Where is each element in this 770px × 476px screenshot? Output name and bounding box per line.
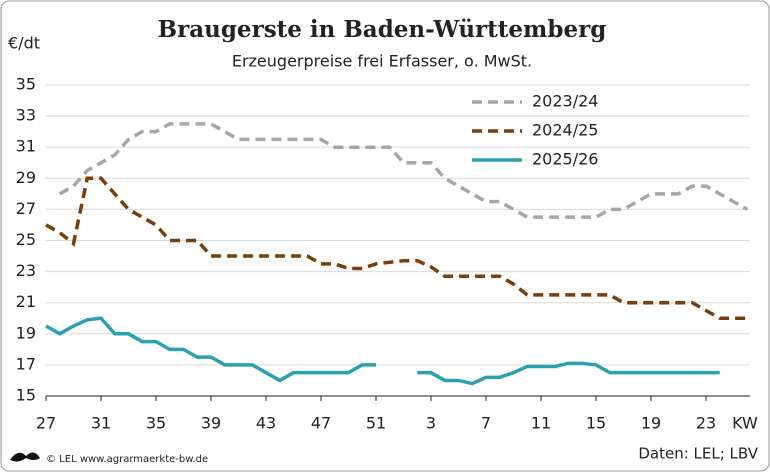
x-tick-label: 23 <box>696 414 716 433</box>
y-tick-label: 27 <box>16 199 36 218</box>
x-tick-label: 35 <box>146 414 166 433</box>
x-tick-label: 3 <box>426 414 436 433</box>
chart-subtitle: Erzeugerpreise frei Erfasser, o. MwSt. <box>232 52 532 71</box>
series-line <box>45 176 748 320</box>
series-line <box>45 316 376 383</box>
legend-label: 2023/24 <box>532 92 598 111</box>
y-tick-label: 17 <box>16 354 36 373</box>
source: Daten: LEL; LBV <box>638 445 758 463</box>
legend-label: 2024/25 <box>532 121 598 140</box>
x-tick-label: 7 <box>481 414 491 433</box>
chart-title: Braugerste in Baden-Württemberg <box>158 16 607 43</box>
x-tick-label: 51 <box>366 414 386 433</box>
x-tick-label: 43 <box>256 414 276 433</box>
x-tick-label: 39 <box>201 414 221 433</box>
credit: © LEL www.agrarmaerkte-bw.de <box>46 454 208 465</box>
x-tick-label: 11 <box>531 414 551 433</box>
series-line <box>58 122 749 219</box>
y-tick-label: 35 <box>16 75 36 94</box>
x-tick-label: 31 <box>91 414 111 433</box>
y-tick-label: 33 <box>16 106 36 125</box>
x-axis-label: KW <box>732 414 758 433</box>
x-tick-label: 15 <box>586 414 606 433</box>
y-tick-label: 19 <box>16 323 36 342</box>
y-tick-label: 23 <box>16 261 36 280</box>
x-tick-label: 47 <box>311 414 331 433</box>
logo <box>10 452 40 462</box>
x-tick-label: 19 <box>641 414 661 433</box>
y-tick-label: 15 <box>16 386 36 405</box>
x-tick-label: 27 <box>36 414 56 433</box>
y-tick-label: 29 <box>16 168 36 187</box>
y-axis-label: €/dt <box>8 34 40 53</box>
y-tick-label: 21 <box>16 292 36 311</box>
series-line <box>417 361 720 386</box>
y-tick-label: 25 <box>16 230 36 249</box>
y-tick-label: 31 <box>16 137 36 156</box>
legend-label: 2025/26 <box>532 150 598 169</box>
